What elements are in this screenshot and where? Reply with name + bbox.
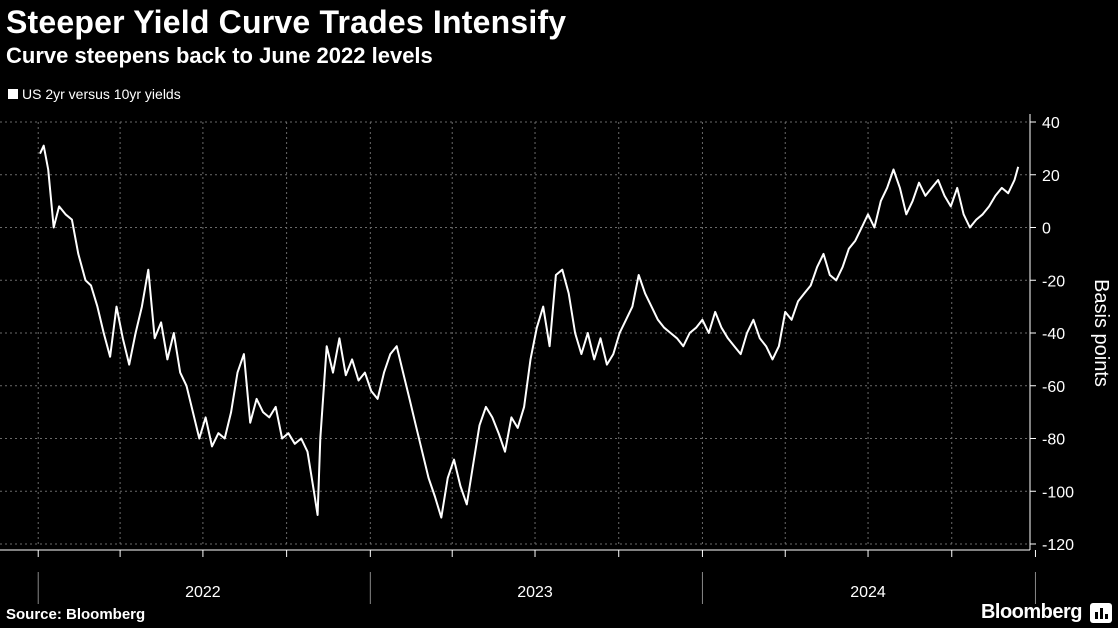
y-axis-label: Basis points bbox=[1090, 279, 1112, 387]
chart-title: Steeper Yield Curve Trades Intensify bbox=[6, 4, 567, 40]
y-tick-label: 0 bbox=[1042, 221, 1051, 238]
y-tick-label: 40 bbox=[1042, 115, 1060, 132]
y-tick-label: -120 bbox=[1042, 537, 1074, 554]
legend: US 2yr versus 10yr yields bbox=[8, 86, 181, 102]
series-line-0 bbox=[39, 144, 1020, 519]
y-tick-label: -100 bbox=[1042, 484, 1074, 501]
bloomberg-chart-icon bbox=[1090, 603, 1112, 623]
y-tick-label: -60 bbox=[1042, 379, 1065, 396]
y-tick-label: 20 bbox=[1042, 168, 1060, 185]
legend-swatch bbox=[8, 89, 18, 99]
chart-subtitle: Curve steepens back to June 2022 levels bbox=[6, 43, 433, 68]
x-tick-label: 2022 bbox=[185, 584, 221, 601]
y-tick-label: -20 bbox=[1042, 273, 1065, 290]
y-tick-label: -40 bbox=[1042, 326, 1065, 343]
x-tick-label: 2023 bbox=[517, 584, 553, 601]
source-note: Source: Bloomberg bbox=[6, 606, 146, 623]
legend-label: US 2yr versus 10yr yields bbox=[22, 86, 181, 102]
y-tick-label: -80 bbox=[1042, 432, 1065, 449]
x-tick-label: 2024 bbox=[850, 584, 886, 601]
brand-logo: Bloomberg bbox=[980, 601, 1083, 623]
